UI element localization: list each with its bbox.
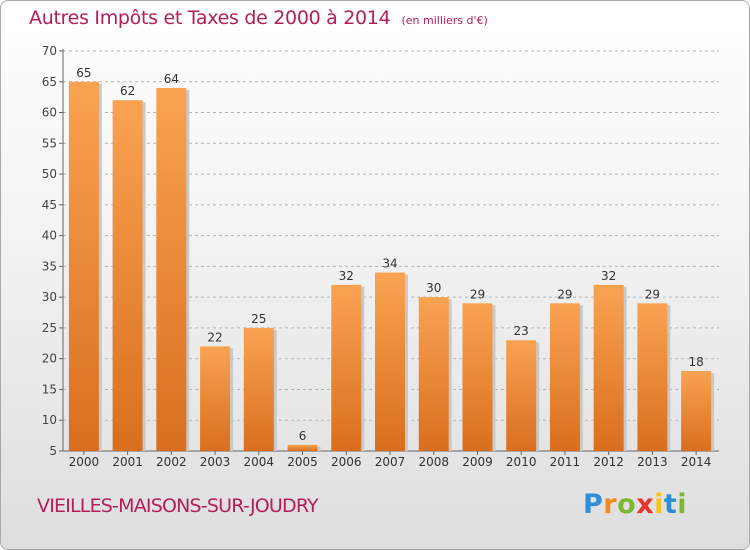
data-label: 6 [299,429,307,443]
y-tick-label: 15 [42,382,57,396]
data-label: 64 [164,72,179,86]
data-label: 65 [76,66,91,80]
bar-2013 [637,303,668,451]
y-tick-label: 60 [42,106,57,120]
x-tick-label: 2002 [156,455,187,469]
x-tick-labels: 2000 2001 2002 2003 2004 2005 2006 2007 2008 2009… [69,455,712,469]
x-tick-label: 2014 [681,455,712,469]
x-tick-label: 2009 [462,455,493,469]
y-tick-label: 50 [42,167,57,181]
x-tick-label: 2004 [244,455,275,469]
bar-2007 [375,272,405,451]
data-label: 30 [426,281,441,295]
logo-letter: o [617,489,637,520]
data-label: 62 [120,84,135,98]
data-label: 32 [601,269,616,283]
data-label: 34 [382,257,397,271]
data-label: 29 [645,287,660,301]
data-label: 23 [514,324,529,338]
data-labels: 65 62 64 22 25 6 32 34 30 29 23 29 32 29 18 [76,66,704,443]
y-tick-label: 70 [42,44,57,58]
data-label: 29 [470,287,485,301]
logo-letter: i [677,489,688,520]
chart-title: Autres Impôts et Taxes de 2000 à 2014 [29,7,391,29]
bar-2001 [112,100,143,451]
y-tick-label: 55 [42,136,57,150]
data-label: 29 [557,287,572,301]
bar-2000 [68,81,99,452]
x-tick-label: 2008 [418,455,449,469]
bar-2009 [462,303,493,451]
bar-2010 [506,340,537,451]
x-tick-label: 2001 [112,455,143,469]
bar-2002 [156,87,187,451]
logo-letter: t [663,489,678,520]
bar-2011 [549,303,580,451]
bar-2004 [243,327,274,451]
x-tick-label: 2006 [331,455,362,469]
chart-subtitle: (en milliers d'€) [401,14,488,27]
bars [68,81,715,452]
logo-letter: x [636,489,655,520]
bar-2008 [418,297,449,451]
y-tick-labels: 5 10 15 20 25 30 35 40 45 50 55 60 65 70 [42,44,57,458]
y-tick-label: 5 [49,444,57,458]
y-tick-label: 10 [42,413,57,427]
y-tick-label: 30 [42,290,57,304]
x-tick-label: 2011 [550,455,581,469]
bar-2014 [681,371,712,451]
x-tick-label: 2000 [69,455,100,469]
data-label: 22 [207,330,222,344]
data-label: 25 [251,312,266,326]
bar-2003 [200,346,231,451]
data-label: 32 [339,269,354,283]
city-name: VIEILLES-MAISONS-SUR-JOUDRY [37,495,319,517]
logo-letter: P [583,489,604,520]
bar-2012 [593,284,624,451]
bar-2005 [287,444,318,451]
y-tick-label: 40 [42,229,57,243]
data-label: 18 [688,355,703,369]
y-tick-label: 25 [42,321,57,335]
logo-letter: i [654,489,664,520]
x-tick-label: 2013 [637,455,668,469]
title-block: Autres Impôts et Taxes de 2000 à 2014 (e… [29,7,488,29]
proxiti-logo[interactable]: Proxiti [583,489,687,520]
bar-2006 [331,284,362,451]
x-tick-label: 2012 [593,455,624,469]
y-tick-label: 35 [42,259,57,273]
x-tick-label: 2003 [200,455,231,469]
y-tick-label: 20 [42,352,57,366]
logo-letter: r [603,489,618,520]
y-tick-label: 65 [42,75,57,89]
x-tick-label: 2010 [506,455,537,469]
x-tick-label: 2007 [375,455,406,469]
x-tick-label: 2005 [287,455,318,469]
y-tick-label: 45 [42,198,57,212]
